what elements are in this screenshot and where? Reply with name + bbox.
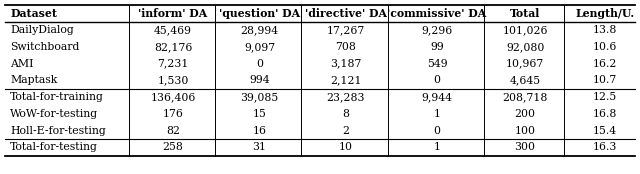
Text: Maptask: Maptask — [10, 75, 58, 85]
Text: 16: 16 — [253, 125, 266, 136]
Text: 82,176: 82,176 — [154, 42, 192, 52]
Text: 10: 10 — [339, 142, 353, 152]
Text: 0: 0 — [434, 75, 440, 85]
Text: 12.5: 12.5 — [593, 92, 617, 102]
Text: 82: 82 — [166, 125, 180, 136]
Text: AMI: AMI — [10, 59, 34, 69]
Text: Length/U.: Length/U. — [575, 8, 635, 19]
Text: 9,296: 9,296 — [422, 25, 452, 35]
Text: 136,406: 136,406 — [150, 92, 196, 102]
Text: 4,645: 4,645 — [509, 75, 541, 85]
Text: 1: 1 — [434, 142, 440, 152]
Text: 2: 2 — [342, 125, 349, 136]
Text: 45,469: 45,469 — [154, 25, 192, 35]
Text: 7,231: 7,231 — [157, 59, 189, 69]
Text: WoW-for-testing: WoW-for-testing — [10, 109, 99, 119]
Text: 549: 549 — [427, 59, 447, 69]
Text: 1: 1 — [434, 109, 440, 119]
Text: 200: 200 — [515, 109, 536, 119]
Text: 'inform' DA: 'inform' DA — [138, 8, 208, 19]
Text: 39,085: 39,085 — [241, 92, 278, 102]
Text: 17,267: 17,267 — [327, 25, 365, 35]
Text: 10.7: 10.7 — [593, 75, 617, 85]
Text: 708: 708 — [335, 42, 356, 52]
Text: 15: 15 — [253, 109, 266, 119]
Text: 8: 8 — [342, 109, 349, 119]
Text: 9,097: 9,097 — [244, 42, 275, 52]
Text: 300: 300 — [515, 142, 536, 152]
Text: 101,026: 101,026 — [502, 25, 548, 35]
Text: 176: 176 — [163, 109, 184, 119]
Text: Total: Total — [510, 8, 540, 19]
Text: 16.2: 16.2 — [593, 59, 618, 69]
Text: Dataset: Dataset — [10, 8, 57, 19]
Text: 0: 0 — [434, 125, 440, 136]
Text: 100: 100 — [515, 125, 536, 136]
Text: 15.4: 15.4 — [593, 125, 617, 136]
Text: 16.8: 16.8 — [593, 109, 618, 119]
Text: 258: 258 — [163, 142, 184, 152]
Text: 'directive' DA: 'directive' DA — [305, 8, 387, 19]
Text: 2,121: 2,121 — [330, 75, 362, 85]
Text: 16.3: 16.3 — [593, 142, 618, 152]
Text: Holl-E-for-testing: Holl-E-for-testing — [10, 125, 106, 136]
Text: 0: 0 — [256, 59, 263, 69]
Text: 28,994: 28,994 — [241, 25, 278, 35]
Text: DailyDialog: DailyDialog — [10, 25, 74, 35]
Text: 'commissive' DA: 'commissive' DA — [387, 8, 487, 19]
Text: 31: 31 — [253, 142, 266, 152]
Text: 10,967: 10,967 — [506, 59, 544, 69]
Text: 13.8: 13.8 — [593, 25, 618, 35]
Text: 1,530: 1,530 — [157, 75, 189, 85]
Text: 9,944: 9,944 — [422, 92, 452, 102]
Text: 994: 994 — [249, 75, 270, 85]
Text: Total-for-training: Total-for-training — [10, 92, 104, 102]
Text: Total-for-testing: Total-for-testing — [10, 142, 98, 152]
Text: 'question' DA: 'question' DA — [219, 8, 300, 19]
Text: Switchboard: Switchboard — [10, 42, 79, 52]
Text: 3,187: 3,187 — [330, 59, 362, 69]
Text: 99: 99 — [430, 42, 444, 52]
Text: 10.6: 10.6 — [593, 42, 618, 52]
Text: 208,718: 208,718 — [502, 92, 548, 102]
Text: 23,283: 23,283 — [326, 92, 365, 102]
Text: 92,080: 92,080 — [506, 42, 544, 52]
